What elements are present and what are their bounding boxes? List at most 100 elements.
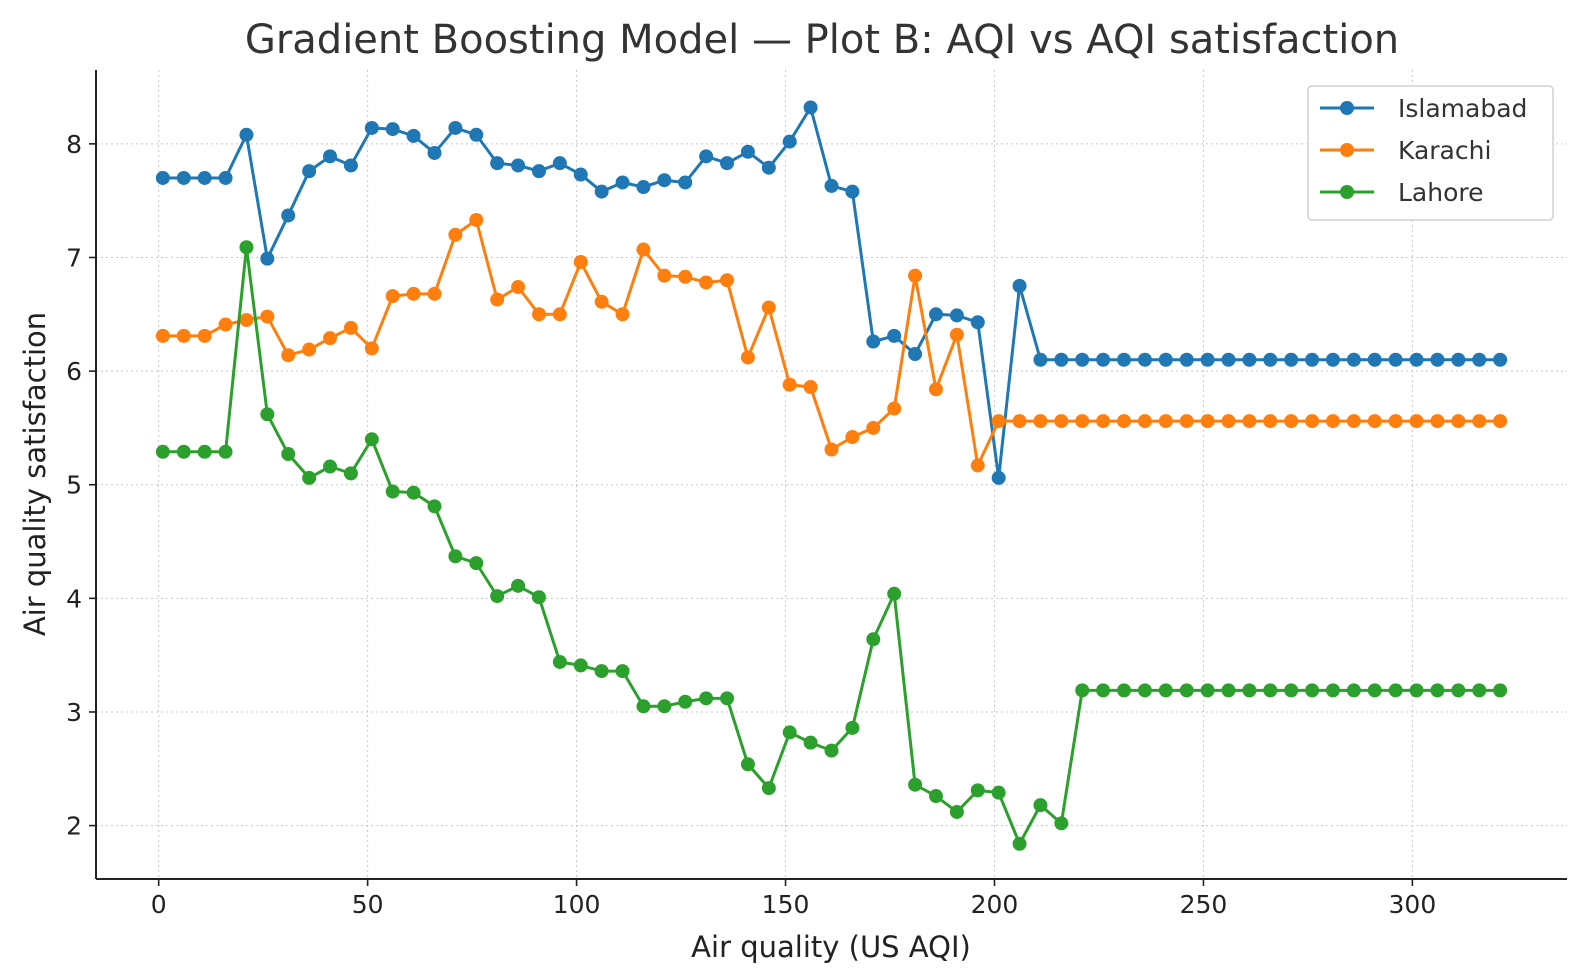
data-point-islamabad [1117, 352, 1132, 367]
data-point-lahore [1221, 683, 1236, 698]
data-point-islamabad [782, 134, 797, 149]
data-point-lahore [1137, 683, 1152, 698]
legend-item-islamabad: Islamabad [1320, 94, 1527, 123]
data-point-karachi [1242, 414, 1257, 429]
data-point-islamabad [1179, 352, 1194, 367]
data-point-lahore [949, 804, 964, 819]
x-tick-label: 200 [971, 890, 1019, 919]
data-point-lahore [239, 240, 254, 255]
data-point-karachi [1096, 414, 1111, 429]
data-point-islamabad [1200, 352, 1215, 367]
data-point-lahore [1033, 798, 1048, 813]
data-point-karachi [385, 289, 400, 304]
data-point-karachi [531, 307, 546, 322]
data-point-lahore [1388, 683, 1403, 698]
data-point-islamabad [1493, 352, 1508, 367]
data-point-lahore [1472, 683, 1487, 698]
data-point-islamabad [406, 128, 421, 143]
data-point-islamabad [636, 180, 651, 195]
series-islamabad [155, 100, 1508, 485]
data-point-karachi [1409, 414, 1424, 429]
data-point-islamabad [1158, 352, 1173, 367]
data-point-islamabad [531, 164, 546, 179]
data-point-karachi [678, 269, 693, 284]
data-point-lahore [761, 781, 776, 796]
data-point-islamabad [887, 328, 902, 343]
data-point-karachi [281, 348, 296, 363]
legend-swatch-marker [1340, 185, 1354, 199]
data-point-karachi [594, 294, 609, 309]
data-point-islamabad [155, 170, 170, 185]
data-point-lahore [1117, 683, 1132, 698]
data-point-lahore [1054, 816, 1069, 831]
data-point-lahore [406, 485, 421, 500]
data-point-karachi [511, 280, 526, 295]
data-point-islamabad [511, 158, 526, 173]
data-point-islamabad [469, 127, 484, 142]
data-point-karachi [1451, 414, 1466, 429]
data-point-lahore [782, 725, 797, 740]
data-point-lahore [1430, 683, 1445, 698]
data-point-islamabad [824, 178, 839, 193]
legend: Islamabad Karachi Lahore [1307, 85, 1554, 221]
data-point-lahore [1012, 836, 1027, 851]
data-point-karachi [803, 380, 818, 395]
data-point-lahore [678, 694, 693, 709]
data-point-islamabad [281, 208, 296, 223]
data-point-karachi [552, 307, 567, 322]
data-point-lahore [260, 407, 275, 422]
data-point-islamabad [845, 184, 860, 199]
data-point-lahore [866, 632, 881, 647]
data-point-karachi [866, 420, 881, 435]
data-point-lahore [991, 785, 1006, 800]
data-point-islamabad [260, 251, 275, 266]
data-point-karachi [197, 328, 212, 343]
data-point-lahore [155, 444, 170, 459]
data-point-lahore [364, 432, 379, 447]
legend-label: Lahore [1398, 178, 1484, 207]
data-point-lahore [845, 720, 860, 735]
x-tick-label: 250 [1180, 890, 1228, 919]
data-point-lahore [302, 470, 317, 485]
data-point-lahore [343, 466, 358, 481]
data-point-lahore [1451, 683, 1466, 698]
y-tick-label: 3 [66, 698, 82, 727]
data-point-lahore [1158, 683, 1173, 698]
data-point-karachi [1388, 414, 1403, 429]
data-point-lahore [197, 444, 212, 459]
data-point-islamabad [1284, 352, 1299, 367]
data-point-lahore [615, 664, 630, 679]
data-point-islamabad [991, 470, 1006, 485]
data-point-islamabad [176, 170, 191, 185]
data-point-karachi [239, 312, 254, 327]
data-point-islamabad [1242, 352, 1257, 367]
data-point-lahore [1367, 683, 1382, 698]
y-axis: 2 3 4 5 6 7 8 [66, 130, 96, 841]
data-point-lahore [531, 590, 546, 605]
data-point-karachi [720, 273, 735, 288]
data-point-karachi [218, 317, 233, 332]
data-point-karachi [991, 414, 1006, 429]
data-point-karachi [448, 227, 463, 242]
data-point-islamabad [302, 164, 317, 179]
chart-title: Gradient Boosting Model — Plot B: AQI vs… [245, 17, 1399, 63]
data-point-karachi [260, 309, 275, 324]
data-point-lahore [1242, 683, 1257, 698]
data-point-islamabad [1388, 352, 1403, 367]
data-point-islamabad [1367, 352, 1382, 367]
data-point-lahore [594, 664, 609, 679]
data-point-islamabad [1346, 352, 1361, 367]
data-point-lahore [1409, 683, 1424, 698]
x-tick-label: 50 [352, 890, 384, 919]
data-point-karachi [490, 292, 505, 307]
data-point-lahore [887, 586, 902, 601]
data-point-lahore [824, 743, 839, 758]
data-point-lahore [1493, 683, 1508, 698]
data-point-karachi [1075, 414, 1090, 429]
y-tick-label: 4 [66, 584, 82, 613]
y-tick-label: 7 [66, 243, 82, 272]
data-point-islamabad [1221, 352, 1236, 367]
data-point-karachi [761, 300, 776, 315]
data-point-lahore [1346, 683, 1361, 698]
data-point-lahore [385, 484, 400, 499]
